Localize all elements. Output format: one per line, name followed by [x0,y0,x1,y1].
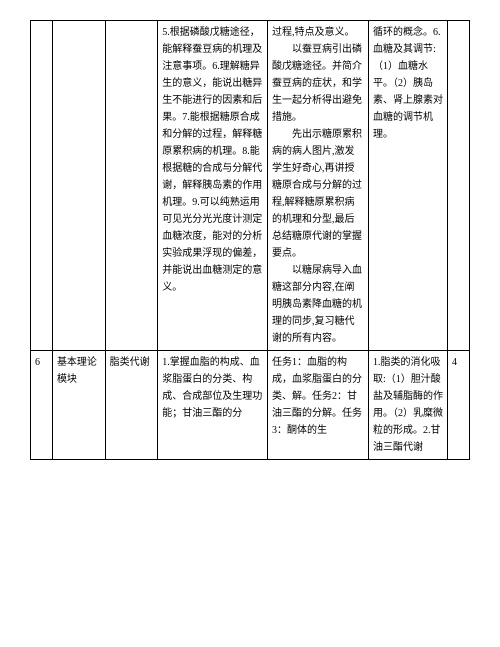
table-cell: 5.根据磷酸戊糖途径，能解释蚕豆病的机理及注意事项。6.理解糖异生的意义，能说出… [158,21,268,351]
table-cell [52,21,105,351]
table-row: 6基本理论模块脂类代谢1.掌握血脂的构成、血浆脂蛋白的分类、构成、合成部位及生理… [31,351,470,460]
table-cell [448,21,470,351]
table-cell: 1.脂类的消化吸取:（1）胆汁酸盐及辅脂酶的作用。（2）乳糜微粒的形成。2.甘油… [369,351,448,460]
table-cell: 1.掌握血脂的构成、血浆脂蛋白的分类、构成、合成部位及生理功能；甘油三酯的分 [158,351,268,460]
table-cell [31,21,53,351]
table-cell: 脂类代谢 [105,351,158,460]
table-cell [105,21,158,351]
table-cell: 4 [448,351,470,460]
table-cell: 基本理论模块 [52,351,105,460]
table-row: 5.根据磷酸戊糖途径，能解释蚕豆病的机理及注意事项。6.理解糖异生的意义，能说出… [31,21,470,351]
table-cell: 循环的概念。6.血糖及其调节:（1）血糖水平。（2）胰岛素、肾上腺素对血糖的调节… [369,21,448,351]
table-cell: 过程,特点及意义。 以蚕豆病引出磷酸戊糖途径。并简介蚕豆病的症状，和学生一起分析… [268,21,369,351]
table-cell: 6 [31,351,53,460]
table-cell: 任务1：血脂的构成，血浆脂蛋白的分类、解。任务2：甘油三酯的分解。任务3：酮体的… [268,351,369,460]
